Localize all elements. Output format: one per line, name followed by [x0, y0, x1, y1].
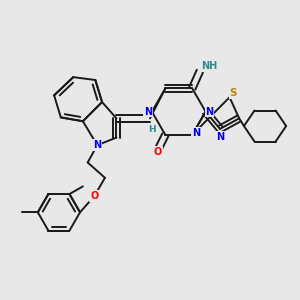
Text: N: N: [216, 132, 224, 142]
Text: N: N: [93, 140, 101, 150]
Text: H: H: [148, 125, 156, 134]
Text: O: O: [154, 147, 162, 157]
Text: N: N: [144, 106, 152, 117]
Text: N: N: [192, 128, 200, 138]
Text: NH: NH: [201, 61, 218, 71]
Text: O: O: [90, 191, 98, 201]
Text: S: S: [230, 88, 237, 98]
Text: N: N: [206, 106, 214, 117]
